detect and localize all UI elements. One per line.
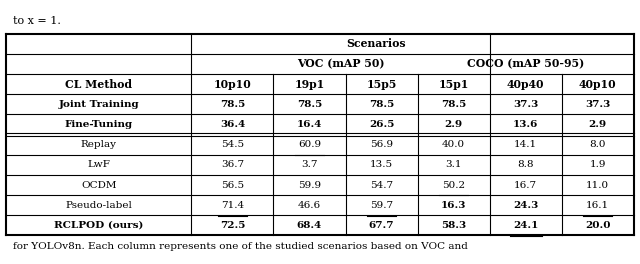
Text: 59.9: 59.9 [298,181,321,190]
Text: 15p1: 15p1 [438,79,468,90]
Text: 16.7: 16.7 [514,181,537,190]
Text: 13.6: 13.6 [513,120,538,129]
Text: RCLPOD (ours): RCLPOD (ours) [54,221,143,230]
Text: for YOLOv8n. Each column represents one of the studied scenarios based on VOC an: for YOLOv8n. Each column represents one … [13,242,468,251]
Text: LwF: LwF [88,160,110,169]
Text: COCO (mAP 50-95): COCO (mAP 50-95) [467,58,584,69]
Text: 60.9: 60.9 [298,140,321,149]
Text: 3.1: 3.1 [445,160,462,169]
Text: 24.1: 24.1 [513,221,538,230]
Text: 40p40: 40p40 [507,79,544,90]
Text: 67.7: 67.7 [369,221,394,230]
Text: 15p5: 15p5 [366,79,397,90]
Text: VOC (mAP 50): VOC (mAP 50) [297,58,384,69]
Text: 50.2: 50.2 [442,181,465,190]
Text: 2.9: 2.9 [589,120,607,129]
Text: 16.1: 16.1 [586,201,609,210]
Text: 54.7: 54.7 [370,181,393,190]
Text: 72.5: 72.5 [220,221,245,230]
Text: 40.0: 40.0 [442,140,465,149]
Text: 37.3: 37.3 [585,100,610,109]
Text: 71.4: 71.4 [221,201,244,210]
Text: 16.4: 16.4 [297,120,322,129]
Text: 8.8: 8.8 [517,160,534,169]
Text: 11.0: 11.0 [586,181,609,190]
Text: 26.5: 26.5 [369,120,394,129]
Text: 8.0: 8.0 [589,140,606,149]
Text: CL Method: CL Method [65,79,132,90]
Text: 56.9: 56.9 [370,140,393,149]
Text: 36.7: 36.7 [221,160,244,169]
Text: 14.1: 14.1 [514,140,537,149]
Text: 68.4: 68.4 [297,221,322,230]
Text: 56.5: 56.5 [221,181,244,190]
Text: 78.5: 78.5 [369,100,394,109]
Text: 37.3: 37.3 [513,100,538,109]
Text: to x = 1.: to x = 1. [13,16,61,26]
Text: 58.3: 58.3 [441,221,466,230]
Text: Fine-Tuning: Fine-Tuning [65,120,133,129]
Text: 10p10: 10p10 [214,79,252,90]
Text: 19p1: 19p1 [294,79,324,90]
Text: 13.5: 13.5 [370,160,393,169]
Text: 54.5: 54.5 [221,140,244,149]
Text: 1.9: 1.9 [589,160,606,169]
Text: 78.5: 78.5 [220,100,245,109]
Text: 20.0: 20.0 [585,221,611,230]
Text: 3.7: 3.7 [301,160,317,169]
Text: 78.5: 78.5 [297,100,322,109]
Text: 59.7: 59.7 [370,201,393,210]
Text: Joint Training: Joint Training [59,100,140,109]
Text: 2.9: 2.9 [445,120,463,129]
Text: 78.5: 78.5 [441,100,466,109]
Text: 24.3: 24.3 [513,201,538,210]
Text: 46.6: 46.6 [298,201,321,210]
Text: OCDM: OCDM [81,181,116,190]
Text: Pseudo-label: Pseudo-label [65,201,132,210]
Text: 36.4: 36.4 [220,120,245,129]
Text: 16.3: 16.3 [441,201,466,210]
Text: Replay: Replay [81,140,117,149]
Text: Scenarios: Scenarios [347,38,406,49]
Text: 40p10: 40p10 [579,79,616,90]
